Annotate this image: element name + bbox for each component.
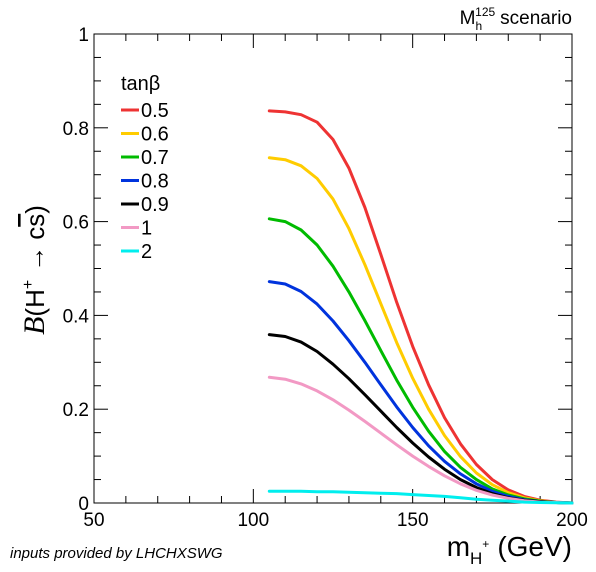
y-tick-label: 0.2 — [63, 400, 89, 421]
x-tick-label: 150 — [397, 510, 429, 531]
series-lines — [267, 109, 574, 505]
x-tick-label: 200 — [556, 510, 588, 531]
y-tick-label: 0 — [78, 494, 89, 515]
legend-title: tanβ — [121, 73, 160, 95]
scenario-label: Mh125 scenario — [460, 5, 572, 33]
legend-label-tanb-0.5: 0.5 — [141, 100, 169, 122]
legend-label-tanb-1: 1 — [141, 218, 152, 240]
y-axis-label: B(H+→cs) — [18, 205, 51, 335]
series-line-tanb-0.5 — [267, 109, 574, 505]
x-axis-ticks: 50 100 150 200 — [83, 34, 588, 531]
legend-label-tanb-2: 2 — [141, 241, 152, 263]
series-line-tanb-1 — [267, 375, 574, 505]
footer-note: inputs provided by LHCHXSWG — [10, 545, 223, 562]
y-axis-ticks: 0 0.2 0.4 0.6 0.8 1 — [63, 25, 572, 515]
x-tick-label: 50 — [83, 510, 104, 531]
y-tick-label: 0.6 — [63, 213, 89, 234]
x-tick-label: 100 — [237, 510, 269, 531]
legend-label-tanb-0.7: 0.7 — [141, 147, 169, 169]
series-line-tanb-2 — [267, 489, 574, 505]
y-tick-label: 1 — [78, 25, 89, 46]
legend-label-tanb-0.9: 0.9 — [141, 194, 169, 216]
y-tick-label: 0.8 — [63, 119, 89, 140]
y-tick-label: 0.4 — [63, 306, 90, 327]
legend-label-tanb-0.6: 0.6 — [141, 124, 169, 146]
legend-label-tanb-0.8: 0.8 — [141, 171, 169, 193]
x-axis-label: mH+ (GeV) — [447, 531, 572, 568]
legend: tanβ 0.50.60.70.80.912 — [121, 73, 169, 263]
